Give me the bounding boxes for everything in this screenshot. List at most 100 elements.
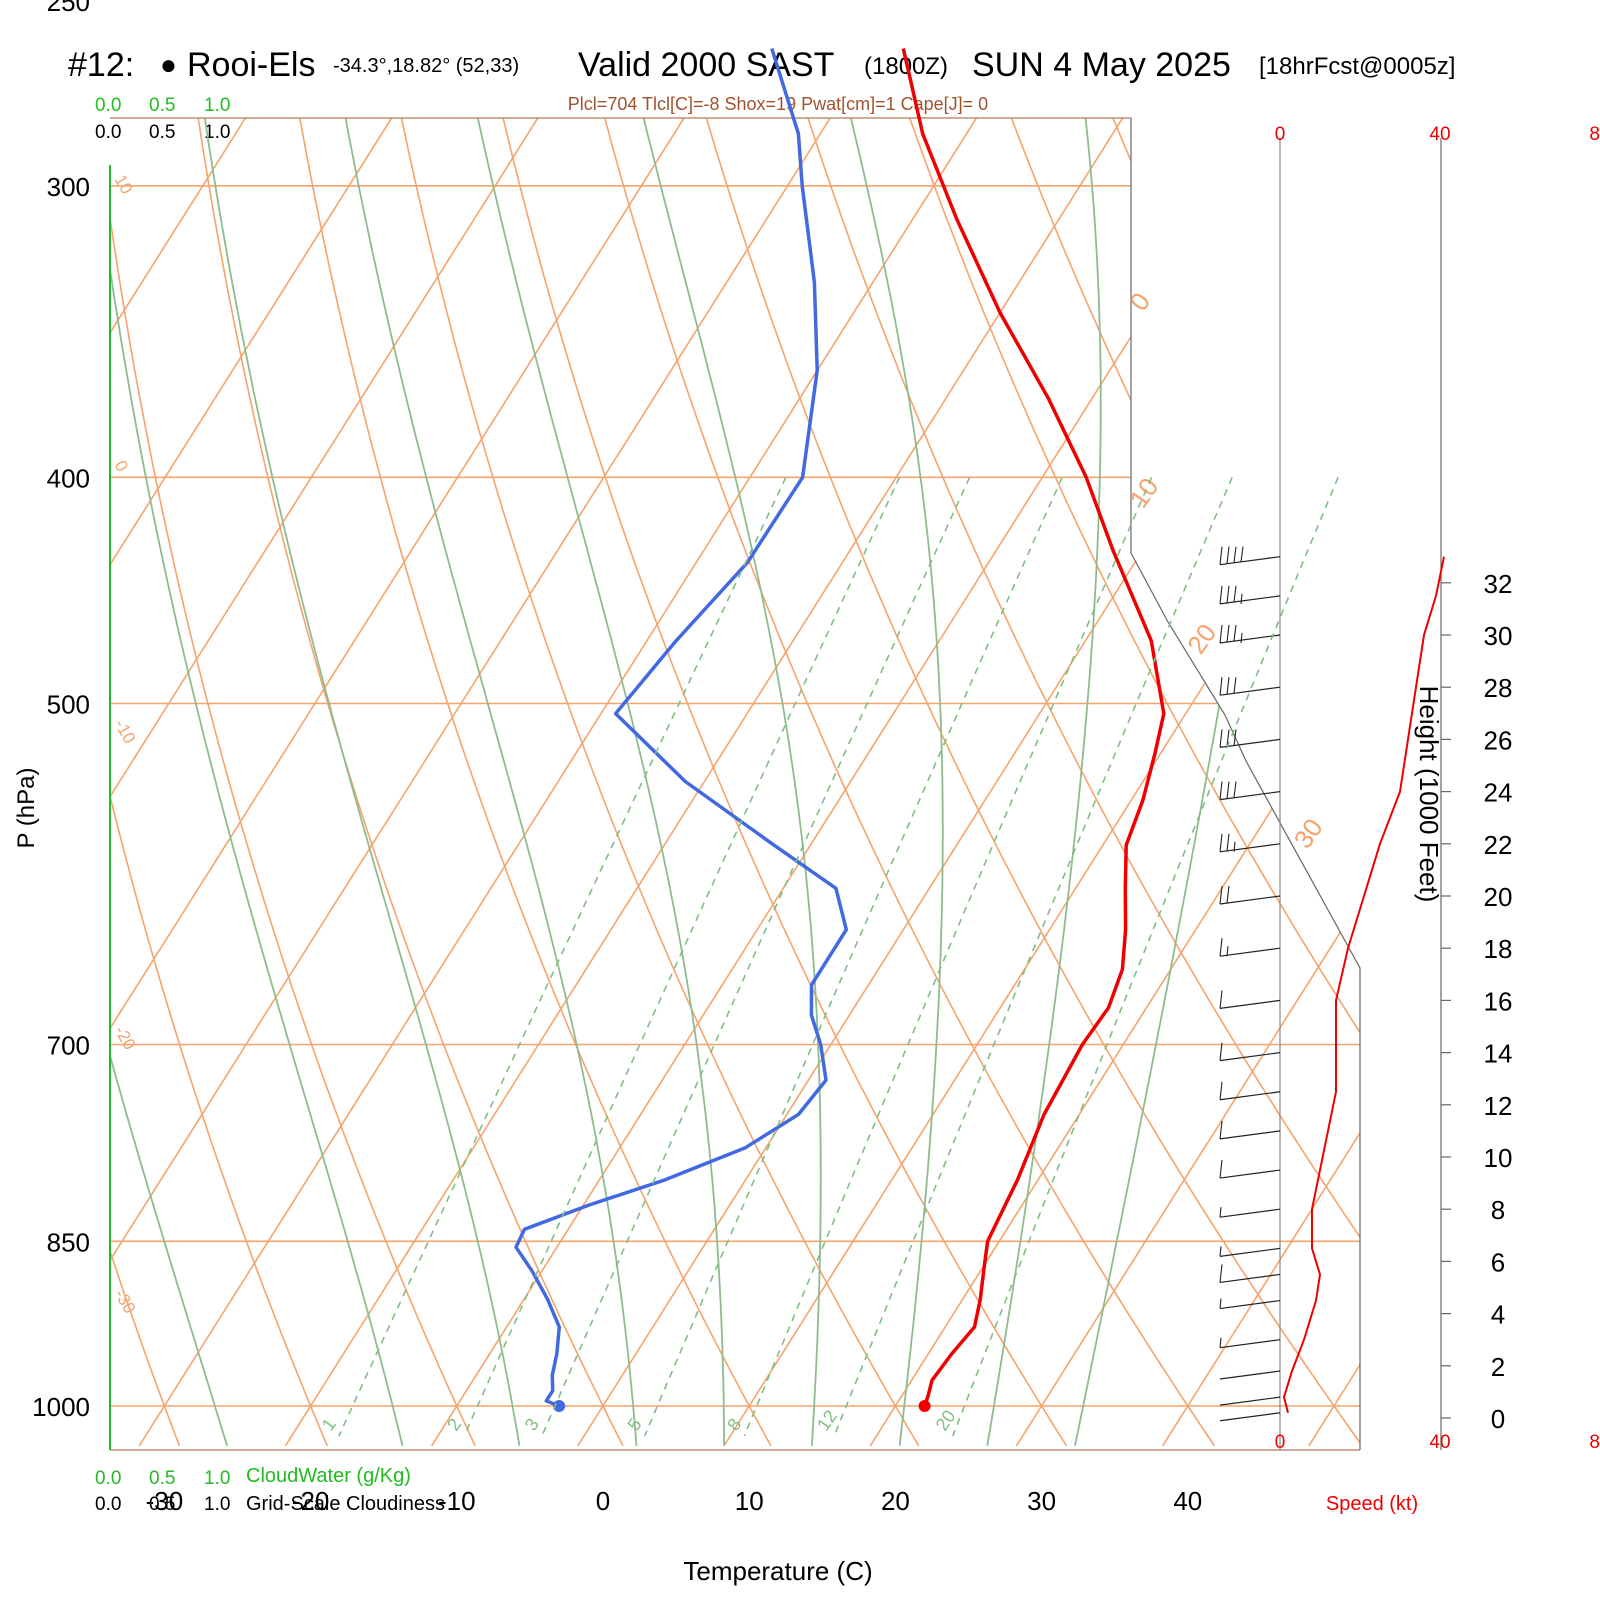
wind-barb-shaft [1219, 1412, 1281, 1422]
mixing-ratio-line [338, 476, 787, 1437]
wind-barb-shaft [1219, 595, 1281, 605]
mixing-ratio-line [463, 476, 901, 1437]
isotherm-line [284, 118, 1224, 1447]
isotherm-label: 0 [1123, 287, 1156, 316]
speed-tick-label: 0 [1275, 1432, 1286, 1453]
isotherm-label: -10 [111, 716, 140, 747]
cloud-scale-bottom-green-0: 0.0 [95, 1468, 121, 1489]
wind-barb-flag [1226, 624, 1230, 643]
wind-barb-flag [1219, 1264, 1223, 1283]
isotherm-line [1162, 118, 1360, 1447]
height-tick-label: 14 [1484, 1039, 1513, 1069]
isotherm-line [1455, 0, 1600, 1446]
wind-barb-flag [1219, 938, 1223, 957]
moist-adiabat-line [110, 118, 404, 1447]
moist-adiabat-line [605, 118, 822, 1446]
dewpoint-profile-line [514, 47, 849, 1408]
x-tick-label: 40 [1173, 1486, 1202, 1516]
isotherm-line [138, 118, 1077, 1447]
height-tick-label: 0 [1491, 1404, 1505, 1434]
cloud-scale-top: 0.0 0.5 1.0 0.0 0.5 1.0 [95, 95, 230, 143]
wind-barb-flag [1219, 990, 1223, 1009]
pressure-tick-label: 400 [47, 463, 90, 493]
cloud-scale-top-black-1: 0.5 [149, 122, 175, 143]
frame-right [1130, 118, 1361, 1450]
x-tick-label: 30 [1027, 1486, 1056, 1516]
wind-barb-shaft [1219, 947, 1281, 957]
cloudwater-label: CloudWater (g/Kg) [246, 1465, 411, 1487]
wind-barb-flag [1233, 729, 1237, 746]
dry-adiabat-line [110, 118, 476, 1447]
height-tick-label: 26 [1484, 725, 1513, 755]
height-tick-label: 4 [1491, 1300, 1505, 1330]
cloud-scale-top-green-0: 0.0 [95, 95, 121, 116]
dry-adiabat-line [467, 118, 1068, 1447]
moist-adiabat-line [317, 118, 638, 1446]
wind-barbs [1219, 546, 1281, 1422]
dry-adiabat-line [564, 118, 1216, 1447]
station-marker: ● [160, 49, 177, 80]
wind-barb-shaft [1219, 1052, 1281, 1062]
cloud-scale-bottom: 0.0 0.5 1.0 CloudWater (g/Kg) 0.0 0.5 1.… [95, 1465, 445, 1515]
wind-barb-flag [1219, 624, 1223, 644]
dry-adiabat-line [1440, 0, 1600, 1446]
cloud-scale-bottom-black-1: 0.5 [149, 1494, 175, 1515]
isotherm-line [0, 0, 53, 1446]
dry-adiabat-line [759, 118, 1360, 1447]
wind-barb-flag [1226, 885, 1230, 904]
wind-barb-flag [1219, 677, 1223, 696]
mixing-ratio-line [833, 476, 1233, 1437]
x-tick-label: 0 [596, 1486, 610, 1516]
wind-speed-line [1282, 556, 1445, 1414]
wind-barb-flag [1240, 546, 1244, 562]
isotherm-line [110, 118, 931, 1447]
wind-barb-flag [1219, 546, 1223, 565]
wind-barb-half [1219, 1337, 1222, 1348]
height-tick-label: 32 [1484, 569, 1513, 599]
height-tick-label: 30 [1484, 621, 1513, 651]
background-lines [0, 0, 1600, 1447]
mixing-ratio-line [743, 476, 1153, 1437]
wind-barb-flag [1233, 624, 1237, 642]
dewpoint-profile-surface-dot [553, 1400, 566, 1412]
height-tick-label: 12 [1484, 1091, 1513, 1121]
wind-barb-shaft [1219, 895, 1281, 905]
cloud-scale-bottom-green-2: 1.0 [204, 1468, 230, 1489]
isotherm-line [869, 118, 1360, 1447]
speed-tick-label: 40 [1429, 124, 1450, 145]
speed-axis-title: Speed (kt) [1326, 1493, 1418, 1515]
dry-adiabat-line [661, 118, 1360, 1447]
wind-barb-flag [1219, 781, 1223, 800]
wind-barb-shaft [1219, 1247, 1281, 1257]
height-tick-label: 16 [1484, 986, 1513, 1016]
wind-barb-flag [1226, 677, 1230, 695]
wind-barb-shaft [1219, 1169, 1281, 1179]
dry-adiabat-line [0, 0, 32, 1446]
x-tick-label: 10 [735, 1486, 764, 1516]
wind-barb-shaft [1219, 1208, 1281, 1218]
dry-adiabat-line [370, 118, 920, 1447]
height-tick-label: 20 [1484, 882, 1513, 912]
height-tick-label: 10 [1484, 1143, 1513, 1173]
cloud-scale-bottom-green-1: 0.5 [149, 1468, 175, 1489]
wind-barb-flag [1233, 546, 1237, 563]
wind-barb-flag [1226, 833, 1230, 851]
wind-panel: 0246810121416182022242628303200404080801… [1219, 124, 1600, 1453]
pressure-tick-label: 500 [47, 689, 90, 719]
plot-frame [109, 117, 1361, 1451]
dry-adiabat-line [1538, 0, 1600, 1446]
isotherm-line [1015, 118, 1360, 1447]
wind-barb-shaft [1219, 1091, 1281, 1101]
mixing-ratio-label: 20 [932, 1406, 960, 1434]
wind-barb-flag [1226, 781, 1230, 799]
dry-adiabat-line [110, 118, 329, 1447]
moist-adiabat-line [444, 118, 725, 1446]
isotherm-label: -20 [111, 1022, 140, 1053]
station-coords: -34.3°,18.82° (52,33) [333, 55, 519, 77]
wind-barb-flag [1233, 677, 1237, 694]
wind-barb-half [1219, 1207, 1222, 1218]
height-tick-label: 22 [1484, 830, 1513, 860]
isotherm-line [431, 118, 1360, 1447]
wind-barb-flag [1219, 885, 1223, 905]
mixing-ratio-line [952, 476, 1339, 1437]
